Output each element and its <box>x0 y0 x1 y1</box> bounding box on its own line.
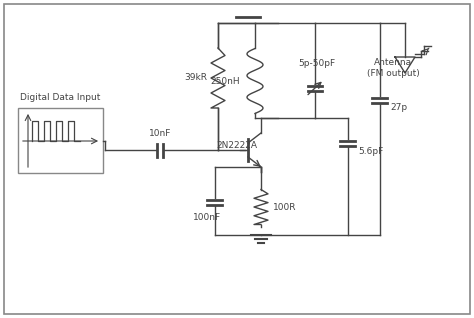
Text: 27p: 27p <box>390 103 407 113</box>
Text: 39kR: 39kR <box>184 73 208 82</box>
Text: Antenna
(FM output): Antenna (FM output) <box>366 58 419 78</box>
Text: Digital Data Input: Digital Data Input <box>20 93 100 102</box>
Text: 100R: 100R <box>273 203 297 211</box>
Text: 5p-50pF: 5p-50pF <box>299 59 336 68</box>
Text: 100nF: 100nF <box>193 213 221 222</box>
Bar <box>18 108 103 173</box>
FancyBboxPatch shape <box>4 4 470 314</box>
Text: 10nF: 10nF <box>149 129 171 138</box>
Text: 2N2222A: 2N2222A <box>216 141 257 149</box>
Text: 250nH: 250nH <box>210 77 240 86</box>
Text: 5.6pF: 5.6pF <box>358 147 383 156</box>
